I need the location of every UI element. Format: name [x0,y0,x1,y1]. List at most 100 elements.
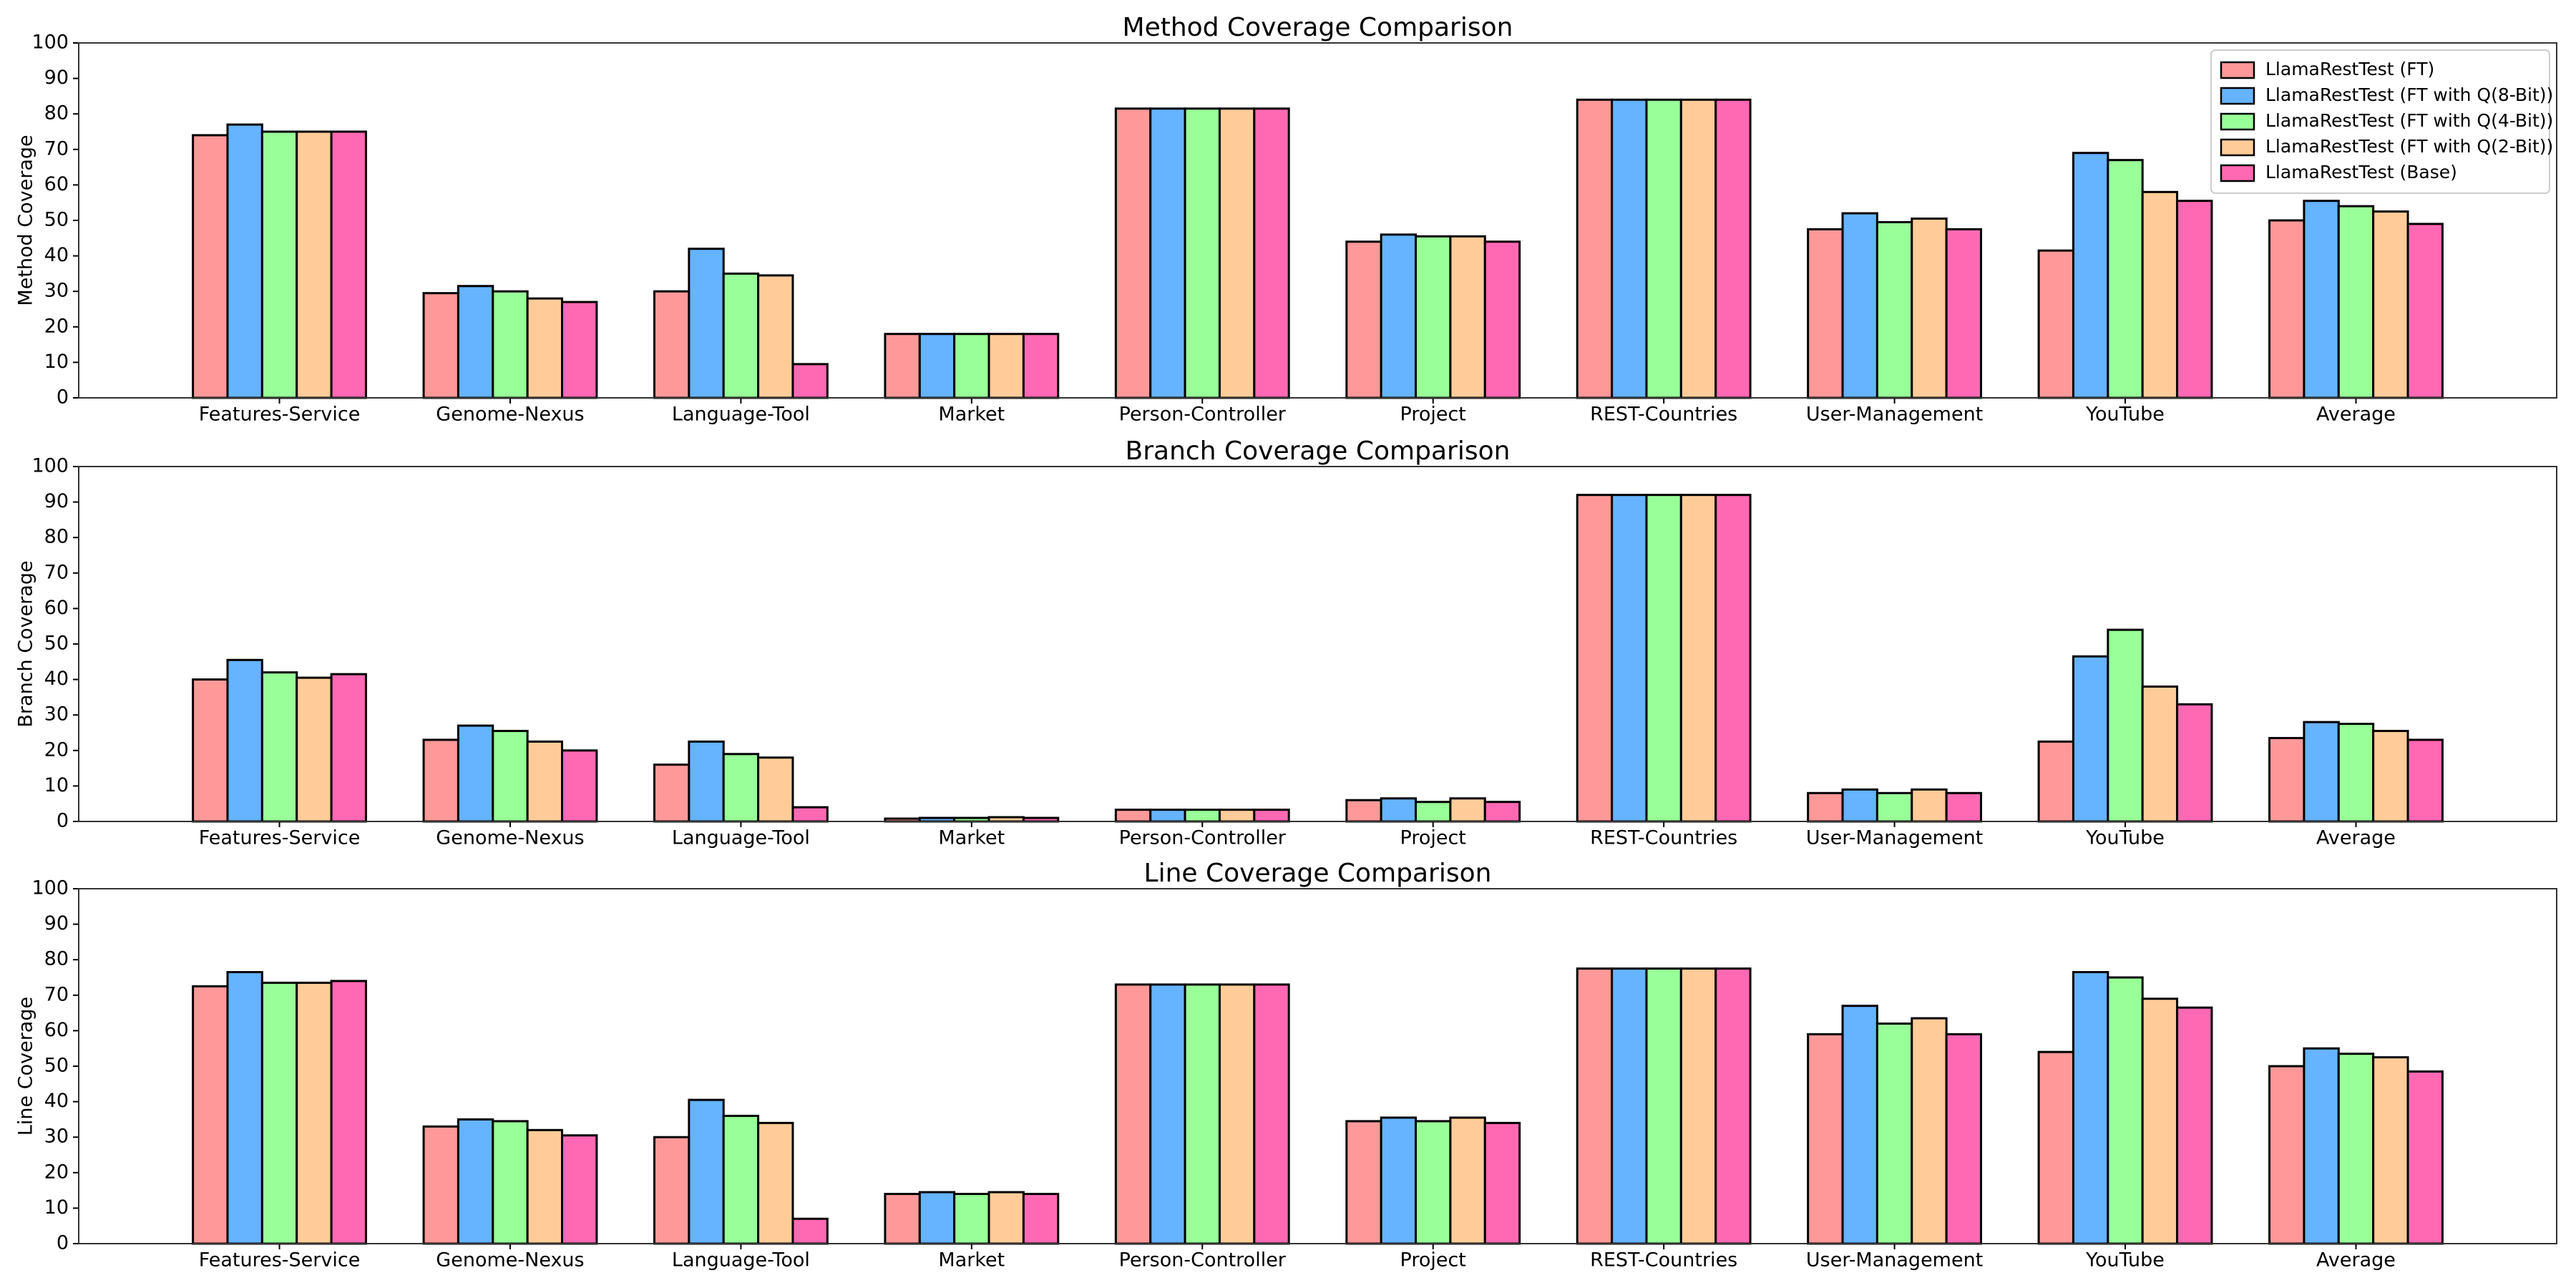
bar [1022,333,1060,399]
bar [2372,730,2409,823]
bar [791,363,829,399]
y-tick-label: 70 [44,137,69,160]
x-tick-label: Project [1400,1249,1466,1272]
legend-label: LlamaRestTest (FT with Q(2-Bit)) [2265,136,2553,157]
y-tick-label: 100 [31,877,69,899]
y-tick-label: 70 [44,983,69,1005]
legend-label: LlamaRestTest (FT with Q(8-Bit)) [2265,84,2553,105]
bar [2372,1056,2409,1245]
x-tick-label: Project [1400,404,1466,426]
bar [2037,740,2074,823]
y-tick-label: 90 [44,912,69,935]
bar [1679,967,1717,1245]
bar [1483,1121,1521,1245]
bar [2268,219,2306,399]
x-tick-label: Genome-Nexus [436,827,584,849]
bar [492,1120,529,1245]
legend-swatch [2220,61,2255,79]
bar [2406,738,2444,823]
chart-title: Branch Coverage Comparison [1126,436,1511,466]
y-tick-label: 30 [44,703,69,726]
x-tick-label: Market [938,827,1005,849]
y-tick-label: 60 [44,173,69,195]
bar [1114,809,1152,823]
y-tick-label: 100 [31,455,69,477]
x-tick-label: Language-Tool [672,1249,810,1272]
bar [192,134,229,399]
x-tick-label: Genome-Nexus [436,404,584,426]
x-tick-label: User-Management [1806,404,1983,426]
bar [260,671,298,823]
bar [296,130,333,399]
y-tick-label: 10 [44,351,69,373]
bar [1841,212,1878,399]
bar [1875,791,1913,823]
bar [1380,233,1418,399]
bar [1345,240,1382,399]
chart-title: Line Coverage Comparison [1144,859,1492,888]
bar [1149,809,1186,823]
y-tick-label: 30 [44,1126,69,1148]
bar [884,1193,921,1245]
bar [987,333,1025,399]
bar [226,123,263,399]
bar [1911,1017,1948,1245]
bar [1945,228,1983,399]
bar [791,1217,829,1245]
y-tick-label: 40 [44,1090,69,1112]
x-tick-label: REST-Countries [1590,1249,1737,1272]
bar [688,740,725,823]
bar [1576,494,1614,823]
bar [1415,801,1452,823]
bar [330,980,367,1245]
bar [2337,723,2375,823]
y-tick-label: 10 [44,1196,69,1219]
axes-frame [78,466,2557,822]
x-tick-label: Language-Tool [672,404,810,426]
x-tick-label: User-Management [1806,827,1983,849]
bar [1714,494,1752,823]
y-axis-label: Method Coverage [15,135,37,306]
bar [1380,1116,1418,1245]
y-tick-label: 20 [44,315,69,337]
x-tick-label: Genome-Nexus [436,1249,584,1272]
bar [1184,107,1221,399]
x-tick-label: Average [2316,1249,2396,1272]
bar [757,756,794,823]
bar [1483,801,1521,823]
bar [1253,107,1290,399]
bar [1645,967,1682,1245]
bar [526,740,564,823]
bar [2303,721,2340,823]
bar [1911,218,1948,399]
y-tick-label: 90 [44,67,69,89]
x-tick-label: Person-Controller [1119,827,1287,849]
x-tick-label: Person-Controller [1119,1249,1287,1272]
bar [1645,494,1682,823]
bar [1415,1120,1452,1245]
bar [1449,1116,1486,1245]
y-tick-label: 0 [57,386,69,409]
bar [561,1134,598,1245]
y-tick-label: 50 [44,1055,69,1077]
bar [2176,200,2213,399]
bar [2141,190,2179,399]
bar [1576,98,1614,399]
bar [1875,1022,1913,1245]
bar [1218,983,1256,1245]
y-axis-label: Branch Coverage [15,560,37,727]
bar [791,806,829,823]
bar [653,763,691,823]
bar [2337,1053,2375,1245]
bar [2107,976,2144,1245]
bar [2107,159,2144,399]
x-tick-label: REST-Countries [1590,404,1737,426]
bar [526,297,564,399]
y-tick-label: 20 [44,738,69,761]
x-tick-label: Features-Service [199,1249,361,1272]
bar [1611,967,1648,1245]
bar [422,292,459,399]
bar [1218,809,1256,823]
bar [457,1118,494,1245]
